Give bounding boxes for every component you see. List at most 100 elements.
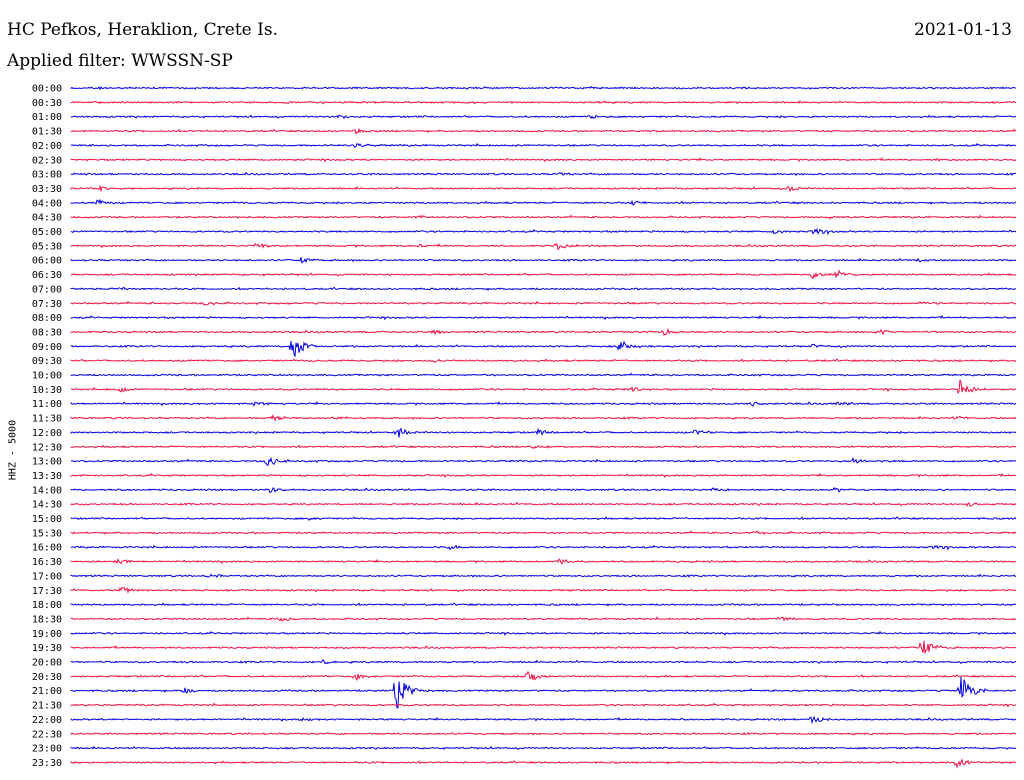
trace-1900 (70, 630, 1017, 637)
trace-2230 (70, 731, 1017, 736)
trace-0700 (70, 286, 1017, 292)
tick-label-2330: 23:30 (32, 758, 62, 769)
trace-1300 (70, 456, 1016, 466)
tick-label-0630: 06:30 (32, 270, 62, 281)
tick-label-2000: 20:00 (32, 658, 62, 669)
tick-label-1730: 17:30 (32, 586, 62, 597)
trace-1030 (70, 379, 1017, 394)
tick-label-1300: 13:00 (32, 457, 62, 468)
tick-label-0500: 05:00 (32, 227, 62, 238)
trace-0630 (70, 269, 1017, 280)
time-tick-labels: 00:00 00:30 01:00 01:30 02:00 02:30 03:00 03:30… (32, 84, 62, 769)
trace-0500 (70, 227, 1017, 236)
trace-1000 (70, 372, 1017, 377)
tick-label-1930: 19:30 (32, 643, 62, 654)
trace-2100 (70, 677, 1017, 709)
tick-label-0530: 05:30 (32, 241, 62, 252)
tick-label-2200: 22:00 (32, 715, 62, 726)
filter-label: Applied filter: WWSSN-SP (7, 51, 233, 71)
tick-label-0730: 07:30 (32, 299, 62, 310)
trace-0330 (70, 184, 1017, 193)
tick-label-1330: 13:30 (32, 471, 62, 482)
trace-0800 (70, 315, 1017, 321)
tick-label-1800: 18:00 (32, 600, 62, 611)
tick-label-0200: 02:00 (32, 141, 62, 152)
tick-label-2300: 23:00 (32, 744, 62, 755)
tick-label-0000: 00:00 (32, 84, 62, 95)
trace-1700 (70, 573, 1017, 578)
tick-label-1400: 14:00 (32, 485, 62, 496)
tick-label-1900: 19:00 (32, 629, 62, 640)
trace-1830 (70, 616, 1017, 622)
tick-label-1200: 12:00 (32, 428, 62, 439)
trace-1500 (70, 516, 1017, 522)
trace-0730 (70, 300, 1017, 306)
trace-2000 (70, 658, 1017, 665)
trace-1800 (70, 602, 1017, 607)
tick-label-1830: 18:30 (32, 614, 62, 625)
trace-1930 (70, 640, 1017, 654)
tick-label-2130: 21:30 (32, 701, 62, 712)
tick-label-1230: 12:30 (32, 442, 62, 453)
trace-0000 (70, 85, 1017, 91)
tick-label-1100: 11:00 (32, 399, 62, 410)
tick-label-2230: 22:30 (32, 729, 62, 740)
tick-label-1600: 16:00 (32, 543, 62, 554)
tick-label-0030: 00:30 (32, 98, 62, 109)
trace-1630 (70, 558, 1017, 565)
trace-0830 (70, 327, 1017, 337)
tick-label-1500: 15:00 (32, 514, 62, 525)
tick-label-0930: 09:30 (32, 356, 62, 367)
trace-0600 (70, 257, 1017, 264)
tick-label-0100: 01:00 (32, 112, 62, 123)
tick-label-1700: 17:00 (32, 571, 62, 582)
tick-label-0600: 06:00 (32, 256, 62, 267)
tick-label-1000: 10:00 (32, 371, 62, 382)
tick-label-1430: 14:30 (32, 500, 62, 511)
tick-label-0800: 08:00 (32, 313, 62, 324)
trace-2300 (70, 745, 1017, 751)
trace-1330 (70, 472, 1017, 479)
trace-0200 (70, 142, 1017, 149)
tick-label-1130: 11:30 (32, 414, 62, 425)
trace-0230 (70, 157, 1017, 163)
trace-1600 (70, 544, 1016, 551)
trace-0300 (70, 171, 1017, 177)
tick-label-1030: 10:30 (32, 385, 62, 396)
tick-label-1530: 15:30 (32, 528, 62, 539)
tick-label-0900: 09:00 (32, 342, 62, 353)
trace-1100 (70, 401, 1017, 407)
trace-2130 (70, 702, 1017, 708)
tick-label-0830: 08:30 (32, 327, 62, 338)
trace-1730 (70, 587, 1017, 594)
tick-label-0300: 03:00 (32, 170, 62, 181)
trace-1400 (70, 486, 1017, 494)
trace-0900 (70, 340, 1017, 357)
trace-2200 (70, 715, 1017, 725)
trace-2330 (70, 758, 1017, 769)
trace-0430 (70, 214, 1017, 220)
trace-0930 (70, 358, 1017, 364)
tick-label-0400: 04:00 (32, 198, 62, 209)
tick-label-0700: 07:00 (32, 284, 62, 295)
date-label: 2021-01-13 (913, 20, 1012, 40)
seismic-traces (70, 85, 1017, 769)
trace-0130 (70, 127, 1017, 135)
tick-label-1630: 16:30 (32, 557, 62, 568)
tick-label-2030: 20:30 (32, 672, 62, 683)
tick-label-2100: 21:00 (32, 686, 62, 697)
trace-1430 (70, 501, 1017, 508)
station-title: HC Pefkos, Heraklion, Crete Is. (7, 20, 278, 40)
trace-0400 (70, 198, 1017, 206)
trace-2030 (70, 670, 1017, 681)
trace-1130 (70, 414, 1017, 422)
trace-0100 (70, 114, 1016, 120)
trace-0530 (70, 242, 1017, 251)
tick-label-0330: 03:30 (32, 184, 62, 195)
trace-0030 (70, 100, 1017, 105)
trace-1230 (70, 444, 1017, 450)
tick-label-0430: 04:30 (32, 213, 62, 224)
tick-label-0130: 01:30 (32, 127, 62, 138)
trace-1200 (70, 427, 1017, 438)
